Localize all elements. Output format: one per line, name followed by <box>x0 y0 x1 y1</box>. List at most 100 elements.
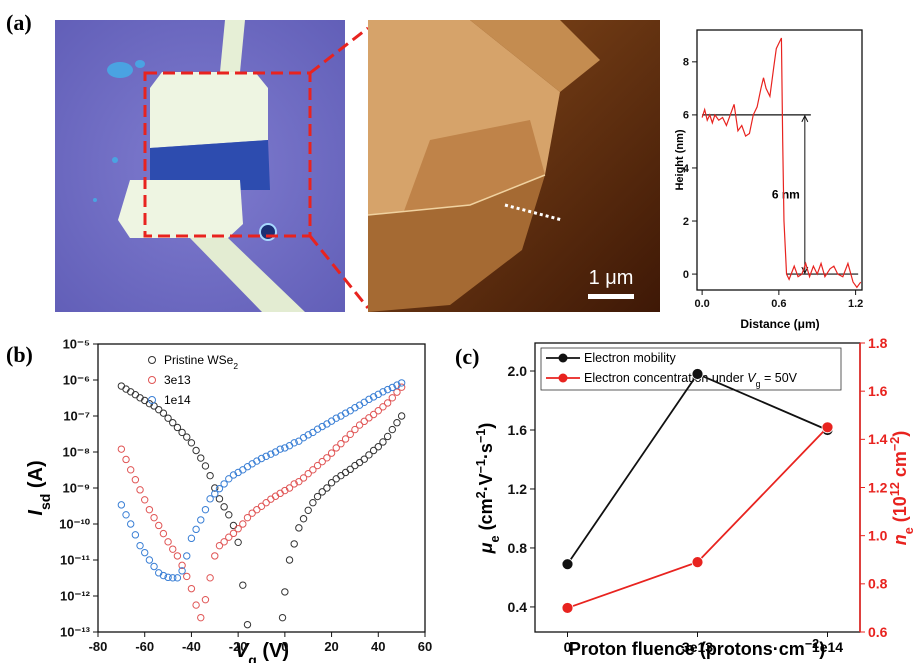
point <box>299 515 308 523</box>
point <box>346 430 354 439</box>
x-axis-label: Proton fluence (protons·cm−2) <box>569 637 825 659</box>
point <box>351 425 359 434</box>
point <box>178 567 186 575</box>
y-tick-label: 10⁻⁵ <box>63 337 90 352</box>
point <box>341 468 350 477</box>
y-axis-label: Isd (A) <box>25 460 53 515</box>
point <box>206 495 214 503</box>
point <box>169 574 177 582</box>
panel-label: (c) <box>455 344 479 369</box>
point <box>201 505 210 514</box>
point <box>197 454 205 462</box>
legend-marker <box>148 356 156 364</box>
y2-tick-label: 1.6 <box>868 383 888 399</box>
point <box>127 520 135 528</box>
point <box>309 499 317 507</box>
point <box>173 552 182 560</box>
plot-frame <box>97 343 426 633</box>
point <box>215 484 224 493</box>
y-tick-label: 10⁻⁶ <box>63 373 90 388</box>
point <box>197 516 205 524</box>
point <box>229 521 238 530</box>
point <box>243 463 252 471</box>
point <box>164 414 172 422</box>
point <box>183 552 191 560</box>
point <box>262 499 270 507</box>
point <box>271 492 280 500</box>
legend-label: Electron mobility <box>584 351 676 365</box>
point <box>327 479 336 487</box>
x-axis-label: Vg (V) <box>235 640 289 663</box>
point <box>388 383 396 392</box>
point <box>257 454 266 463</box>
x-tick-label: -80 <box>89 639 108 654</box>
point <box>136 541 144 550</box>
point <box>141 496 149 504</box>
x-tick-label: 60 <box>418 639 432 654</box>
point <box>211 552 219 560</box>
point <box>323 454 331 462</box>
y-tick-label: 10⁻¹¹ <box>60 553 90 568</box>
point <box>351 461 359 470</box>
y-tick-label: 1.2 <box>508 481 528 497</box>
plot-frame <box>696 29 863 291</box>
point <box>290 439 298 447</box>
legend: Pristine WSe2 3e13 1e14 <box>164 353 238 407</box>
legend-label: 1e14 <box>164 393 191 407</box>
point <box>304 431 312 439</box>
point <box>355 421 364 429</box>
point <box>323 484 331 492</box>
point <box>304 469 312 478</box>
point <box>117 382 126 390</box>
point <box>397 383 406 391</box>
x-tick-label: 1e14 <box>812 639 843 655</box>
point <box>388 425 396 434</box>
legend-label: Electron concentration under Vg = 50V <box>584 371 798 389</box>
point <box>131 531 140 539</box>
afm-image: 1 μm <box>367 20 660 312</box>
point <box>164 573 172 582</box>
point <box>393 381 401 389</box>
y2-tick-label: 1.8 <box>868 335 888 351</box>
legend-marker <box>148 376 156 384</box>
point <box>136 486 144 494</box>
point <box>332 444 340 452</box>
point <box>215 541 224 550</box>
point <box>150 562 158 571</box>
point <box>225 533 233 541</box>
point <box>215 495 224 503</box>
point <box>304 506 312 515</box>
series-line <box>566 372 828 565</box>
y-tick-label: 10⁻¹⁰ <box>59 517 91 532</box>
point <box>239 581 247 589</box>
point <box>383 432 392 441</box>
point <box>131 476 140 484</box>
y-tick-label: 10⁻⁸ <box>63 445 90 460</box>
point <box>192 446 200 455</box>
point <box>332 475 340 483</box>
point <box>234 525 242 533</box>
point <box>388 394 396 402</box>
point <box>691 556 704 569</box>
point <box>141 548 149 557</box>
point <box>178 428 186 437</box>
y2-tick-label: 1.0 <box>868 528 888 544</box>
point <box>220 538 228 546</box>
point <box>561 602 574 614</box>
legend-label: Pristine WSe2 <box>164 353 238 371</box>
x-tick-label: -20 <box>229 639 248 654</box>
y-tick-label: 0 <box>683 269 689 281</box>
y-tick-label: 2.0 <box>508 363 528 379</box>
point <box>155 521 163 530</box>
point <box>337 440 345 448</box>
point <box>313 492 322 501</box>
x-axis-label: Distance (μm) <box>740 317 819 331</box>
point <box>318 488 326 496</box>
legend-marker <box>148 396 156 404</box>
y2-tick-label: 1.4 <box>868 431 888 447</box>
point <box>220 503 228 511</box>
point <box>276 445 284 453</box>
point <box>117 445 126 453</box>
point <box>278 613 287 622</box>
